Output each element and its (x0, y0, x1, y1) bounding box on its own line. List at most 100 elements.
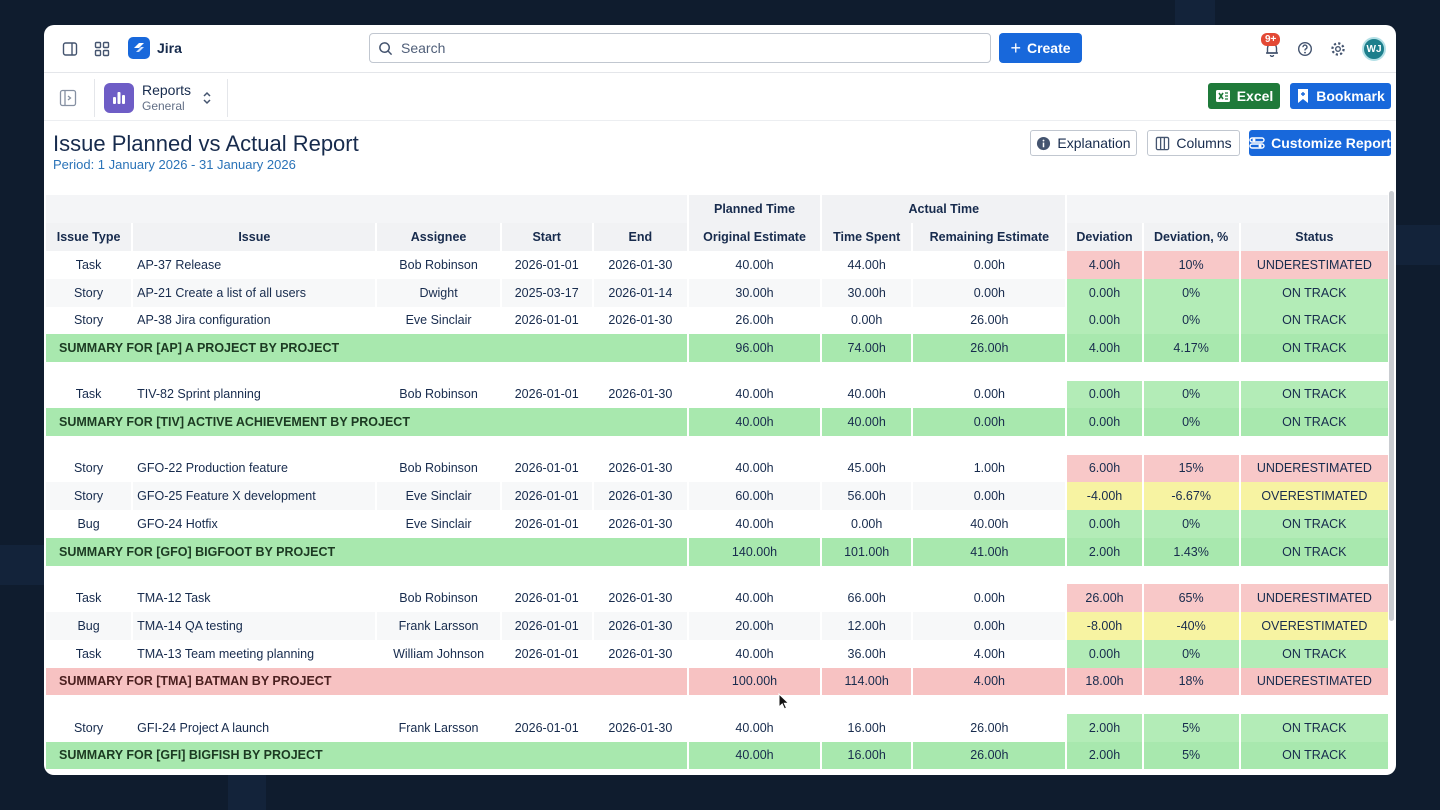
original-estimate-cell: 40.00h (735, 387, 774, 402)
blank-header (46, 195, 687, 223)
issue-link-cell[interactable]: TIV-82 Sprint planning (137, 387, 261, 402)
table-row[interactable]: Task TMA-12 Task Bob Robinson 2026-01-01 202… (46, 584, 1388, 612)
search-input[interactable]: Search (369, 33, 991, 63)
end-date-cell: 2026-01-30 (608, 591, 673, 606)
settings-gear-icon[interactable] (1326, 37, 1350, 61)
column-header[interactable]: Deviation (1067, 223, 1142, 251)
reports-section-title[interactable]: Reports (142, 82, 192, 98)
customize-sliders-icon (1249, 137, 1265, 149)
column-header[interactable]: Remaining Estimate (913, 223, 1066, 251)
deviation-percent-cell: 0% (1143, 639, 1239, 668)
column-header[interactable]: Deviation, % (1143, 223, 1239, 251)
column-header[interactable]: Original Estimate (688, 223, 821, 251)
summary-deviation-cell: 2.00h (1067, 537, 1142, 566)
remaining-estimate-cell: 26.00h (970, 313, 1009, 328)
original-estimate-cell: 40.00h (735, 720, 774, 735)
spacer-cell (46, 695, 1388, 713)
summary-original-estimate-cell: 40.00h (688, 741, 821, 770)
explanation-button-label: Explanation (1057, 135, 1131, 151)
status-cell: UNDERESTIMATED (1240, 454, 1388, 483)
help-icon[interactable] (1293, 37, 1317, 61)
assignee-cell: Bob Robinson (399, 387, 478, 402)
table-row[interactable]: Story GFI-24 Project A launch Frank Larsso… (46, 713, 1388, 742)
deviation-cell: 2.00h (1067, 713, 1142, 742)
issue-link-cell[interactable]: GFO-24 Hotfix (137, 517, 218, 532)
column-header[interactable]: Status (1240, 223, 1388, 251)
original-estimate-cell: 40.00h (735, 517, 774, 532)
end-date-cell: 2026-01-30 (608, 313, 673, 328)
create-button-label: Create (1026, 40, 1071, 56)
customize-report-button[interactable]: Customize Report (1249, 130, 1391, 156)
excel-export-button[interactable]: Excel (1208, 83, 1280, 109)
column-header[interactable]: Assignee (377, 223, 500, 251)
table-row[interactable]: Bug TMA-14 QA testing Frank Larsson 2026-01… (46, 611, 1388, 640)
table-row[interactable]: Bug GFO-24 Hotfix Eve Sinclair 2026-01-01 20… (46, 510, 1388, 538)
issue-link-cell[interactable]: GFO-25 Feature X development (133, 482, 376, 511)
columns-button[interactable]: Columns (1147, 130, 1240, 156)
summary-deviation-percent-cell: 1.43% (1143, 537, 1239, 566)
remaining-estimate-cell: 0.00h (973, 257, 1005, 272)
issue-link-cell[interactable]: TMA-13 Team meeting planning (137, 646, 315, 661)
user-avatar[interactable]: WJ (1362, 37, 1386, 61)
column-header[interactable]: End (593, 223, 687, 251)
issue-link-cell[interactable]: AP-37 Release (137, 257, 222, 272)
bookmark-button[interactable]: Bookmark (1290, 83, 1391, 109)
app-switcher-icon[interactable] (90, 37, 114, 61)
issue-link-cell[interactable]: AP-38 Jira configuration (137, 313, 271, 328)
explanation-button[interactable]: Explanation (1030, 130, 1137, 156)
table-row[interactable]: Task AP-37 Release Bob Robinson 2026-01-01 2… (46, 251, 1388, 279)
table-row[interactable]: Task TMA-13 Team meeting planning William … (46, 639, 1388, 668)
end-date-cell: 2026-01-30 (608, 387, 673, 402)
issue-link-cell[interactable]: TMA-12 Task (137, 591, 211, 606)
report-table-container: Planned Time Actual Time Issue Type Issue… (44, 195, 1390, 770)
table-row[interactable]: Story AP-21 Create a list of all users Dwi… (46, 278, 1388, 307)
assignee-cell: William Johnson (393, 646, 485, 661)
summary-label: SUMMARY FOR [GFO] BIGFOOT BY PROJECT (46, 537, 687, 566)
table-scrollbar[interactable] (1389, 191, 1394, 621)
summary-deviation-cell: 18.00h (1067, 667, 1142, 696)
deviation-cell: -8.00h (1067, 611, 1142, 640)
start-date-cell: 2026-01-01 (514, 591, 579, 606)
create-button[interactable]: + Create (999, 33, 1082, 63)
time-spent-cell: 66.00h (847, 591, 886, 606)
spacer-cell (46, 566, 1388, 584)
summary-remaining-estimate-cell: 26.00h (913, 334, 1066, 363)
issue-link-cell[interactable]: AP-21 Create a list of all users (133, 278, 376, 307)
column-header[interactable]: Issue Type (46, 223, 132, 251)
status-cell: UNDERESTIMATED (1240, 584, 1388, 612)
summary-deviation-percent-cell: 4.17% (1143, 334, 1239, 363)
table-row[interactable]: Story AP-38 Jira configuration Eve Sinclai… (46, 306, 1388, 335)
group-spacer (46, 566, 1388, 584)
summary-row: SUMMARY FOR [TMA] BATMAN BY PROJECT 100.0… (46, 667, 1388, 696)
sidebar-toggle-icon[interactable] (58, 37, 82, 61)
column-header[interactable]: Time Spent (822, 223, 912, 251)
assignee-cell: Frank Larsson (398, 720, 479, 735)
table-row[interactable]: Story GFO-25 Feature X development Eve Sin… (46, 482, 1388, 511)
column-header[interactable]: Start (501, 223, 592, 251)
table-row[interactable]: Task TIV-82 Sprint planning Bob Robinson 20… (46, 380, 1388, 409)
group-spacer (46, 436, 1388, 454)
issue-type-cell: Story (46, 482, 132, 511)
blank-header (1067, 195, 1388, 223)
column-header-row: Issue Type Issue Assignee Start End Original … (46, 223, 1388, 251)
column-header[interactable]: Issue (133, 223, 376, 251)
end-date-cell: 2026-01-30 (608, 517, 673, 532)
table-row[interactable]: Story GFO-22 Production feature Bob Robins… (46, 454, 1388, 483)
status-cell: ON TRACK (1240, 510, 1388, 538)
expand-panel-icon[interactable] (56, 86, 80, 110)
assignee-cell: Dwight (377, 278, 500, 307)
spacer-cell (46, 362, 1388, 380)
deviation-percent-cell: 65% (1143, 584, 1239, 612)
issue-link-cell[interactable]: GFI-24 Project A launch (137, 720, 270, 735)
start-date-cell: 2026-01-01 (514, 387, 579, 402)
deviation-percent-cell: 0% (1143, 510, 1239, 538)
chevron-up-down-icon[interactable] (195, 86, 219, 110)
original-estimate-cell: 60.00h (688, 482, 821, 511)
assignee-cell: Bob Robinson (399, 461, 478, 476)
planned-time-header: Planned Time (688, 195, 821, 223)
jira-logo[interactable]: Jira (128, 37, 182, 59)
summary-status-cell: ON TRACK (1240, 741, 1388, 770)
bookmark-button-label: Bookmark (1316, 88, 1385, 104)
issue-link-cell[interactable]: GFO-22 Production feature (137, 461, 288, 476)
issue-link-cell[interactable]: TMA-14 QA testing (133, 611, 376, 640)
